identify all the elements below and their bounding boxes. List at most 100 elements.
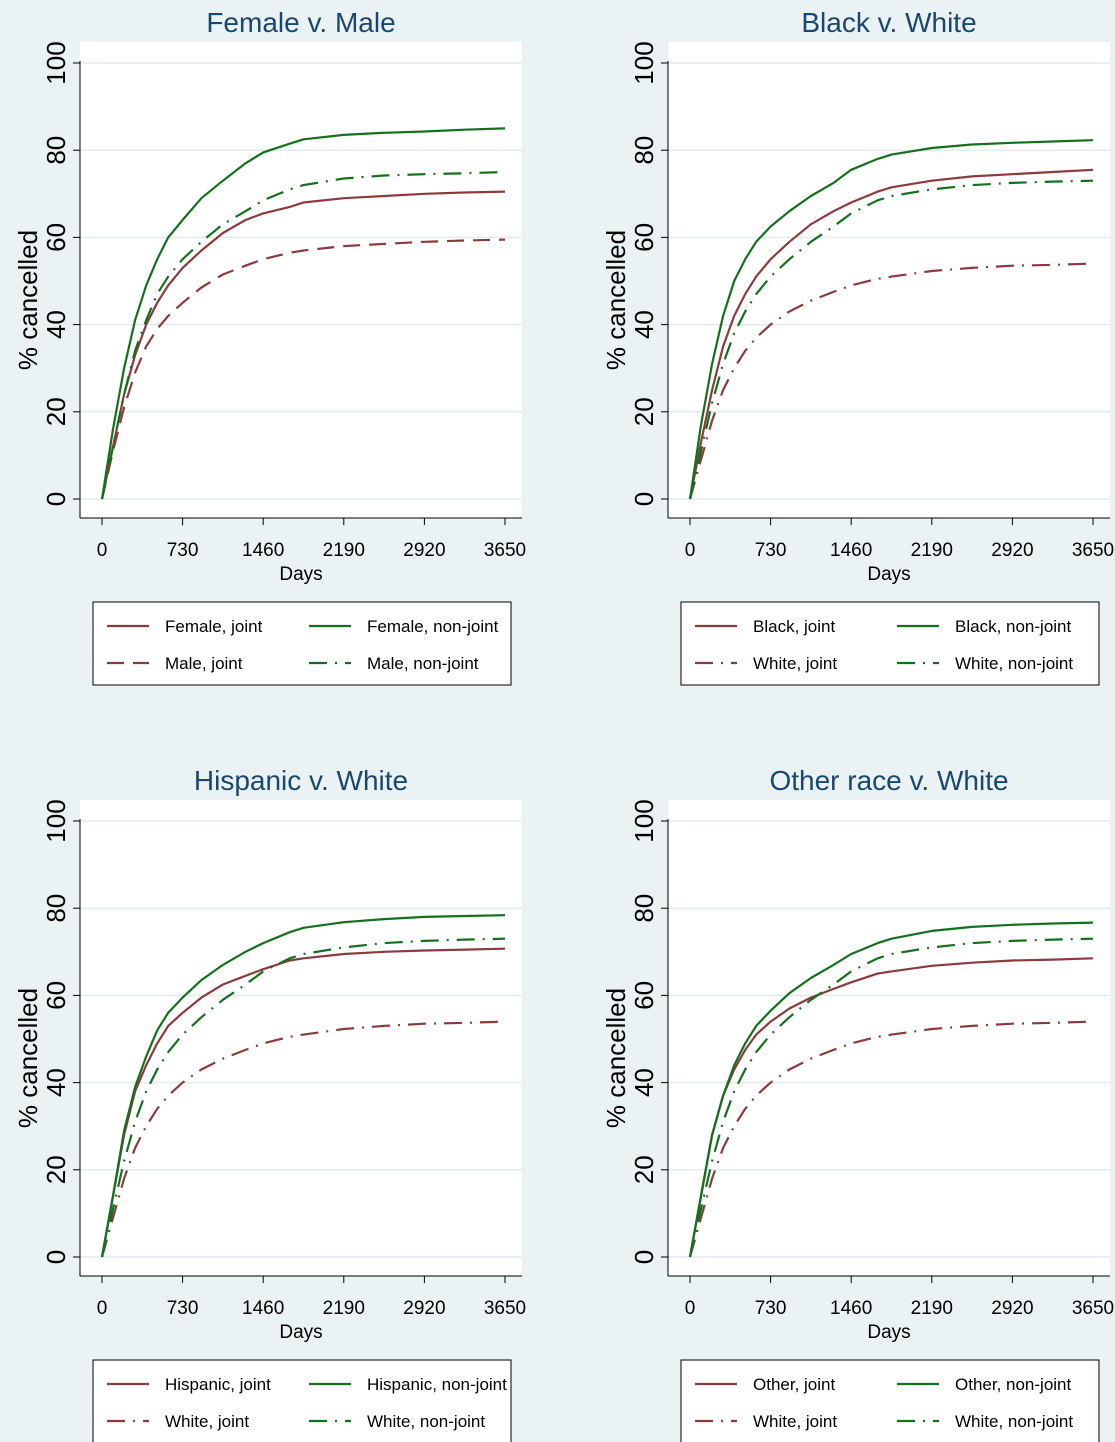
y-tick-label: 100 (41, 41, 71, 84)
y-axis-label: % cancelled (601, 230, 631, 370)
x-tick-label: 1460 (830, 1298, 872, 1319)
series-line (688, 937, 1094, 1258)
x-tick-label: 730 (755, 1298, 787, 1319)
y-axis-label: % cancelled (13, 988, 43, 1128)
legend-box (680, 1359, 1100, 1442)
x-tick-label: 730 (755, 540, 787, 561)
x-tick-label: 0 (685, 540, 696, 561)
legend-label: Other, non-joint (955, 1375, 1072, 1394)
x-axis-label: Days (867, 564, 910, 585)
x-tick-label: 3650 (484, 1298, 526, 1319)
x-tick-label: 1460 (830, 540, 872, 561)
series-line (688, 179, 1094, 500)
series-line (100, 238, 506, 500)
y-tick-label: 0 (629, 1250, 659, 1264)
y-tick-label: 40 (41, 310, 71, 339)
y-tick-label: 80 (629, 894, 659, 923)
chart-title: Black v. White (801, 7, 976, 38)
legend-label: Male, joint (165, 654, 243, 673)
plot-area (668, 800, 1110, 1276)
plot-area (668, 42, 1110, 518)
x-tick-label: 3650 (1072, 1298, 1114, 1319)
y-tick-label: 80 (41, 894, 71, 923)
chart-title: Other race v. White (769, 765, 1008, 796)
x-tick-label: 2190 (911, 1298, 953, 1319)
legend-box (92, 601, 512, 686)
legend-label: Other, joint (753, 1375, 835, 1394)
chart-panel: 0 20 40 60 80 100 0 730 1460 2190 2920 3650 Days % ca… (13, 765, 526, 1442)
y-tick-label: 100 (41, 799, 71, 842)
x-axis-label: Days (279, 564, 322, 585)
legend-label: Black, joint (753, 617, 835, 636)
legend-box (680, 601, 1100, 686)
y-tick-label: 20 (41, 1155, 71, 1184)
plot-area (80, 42, 522, 518)
y-tick-label: 60 (41, 223, 71, 252)
x-tick-label: 2190 (323, 540, 365, 561)
series-line (688, 168, 1094, 500)
series-line (100, 1020, 506, 1258)
y-tick-label: 100 (629, 799, 659, 842)
series-line (688, 139, 1094, 500)
series-line (100, 170, 506, 500)
chart-panel: 0 20 40 60 80 100 0 730 1460 2190 2920 3650 Days % ca… (601, 7, 1114, 686)
chart-title: Hispanic v. White (194, 765, 408, 796)
y-tick-label: 80 (41, 136, 71, 165)
legend-label: Female, joint (165, 617, 263, 636)
legend-label: White, non-joint (955, 654, 1073, 673)
x-tick-label: 730 (167, 1298, 199, 1319)
y-axis-label: % cancelled (13, 230, 43, 370)
y-tick-label: 20 (629, 397, 659, 426)
x-axis-label: Days (279, 1322, 322, 1343)
y-tick-label: 60 (629, 223, 659, 252)
legend-label: White, joint (753, 1412, 837, 1431)
legend-box (92, 1359, 512, 1442)
legend-label: White, non-joint (955, 1412, 1073, 1431)
series-line (100, 127, 506, 500)
y-axis-label: % cancelled (601, 988, 631, 1128)
y-tick-label: 40 (629, 1068, 659, 1097)
x-tick-label: 3650 (484, 540, 526, 561)
legend-label: Male, non-joint (367, 654, 479, 673)
y-tick-label: 20 (41, 397, 71, 426)
legend-label: White, joint (753, 654, 837, 673)
y-tick-label: 0 (41, 1250, 71, 1264)
y-tick-label: 0 (41, 492, 71, 506)
y-tick-label: 80 (629, 136, 659, 165)
y-tick-label: 100 (629, 41, 659, 84)
legend-label: White, joint (165, 1412, 249, 1431)
x-tick-label: 730 (167, 540, 199, 561)
x-tick-label: 1460 (242, 1298, 284, 1319)
chart-panel: 0 20 40 60 80 100 0 730 1460 2190 2920 3650 Days % ca… (13, 7, 526, 686)
y-tick-label: 20 (629, 1155, 659, 1184)
x-tick-label: 3650 (1072, 540, 1114, 561)
legend-label: Hispanic, non-joint (367, 1375, 507, 1394)
series-line (100, 914, 506, 1258)
legend-label: Hispanic, joint (165, 1375, 271, 1394)
chart-title: Female v. Male (206, 7, 395, 38)
series-line (688, 1020, 1094, 1258)
y-tick-label: 60 (629, 981, 659, 1010)
x-tick-label: 2190 (323, 1298, 365, 1319)
x-tick-label: 0 (685, 1298, 696, 1319)
plot-area (80, 800, 522, 1276)
x-tick-label: 0 (97, 1298, 108, 1319)
series-line (688, 262, 1094, 500)
x-tick-label: 2190 (911, 540, 953, 561)
x-tick-label: 0 (97, 540, 108, 561)
x-tick-label: 2920 (991, 1298, 1033, 1319)
x-tick-label: 2920 (403, 540, 445, 561)
y-tick-label: 60 (41, 981, 71, 1010)
x-axis-label: Days (867, 1322, 910, 1343)
y-tick-label: 40 (629, 310, 659, 339)
legend-label: Female, non-joint (367, 617, 499, 636)
legend-label: White, non-joint (367, 1412, 485, 1431)
y-tick-label: 0 (629, 492, 659, 506)
series-line (688, 921, 1094, 1258)
chart-panel: 0 20 40 60 80 100 0 730 1460 2190 2920 3650 Days % ca… (601, 765, 1114, 1442)
y-tick-label: 40 (41, 1068, 71, 1097)
x-tick-label: 2920 (403, 1298, 445, 1319)
legend-label: Black, non-joint (955, 617, 1072, 636)
series-line (100, 937, 506, 1258)
